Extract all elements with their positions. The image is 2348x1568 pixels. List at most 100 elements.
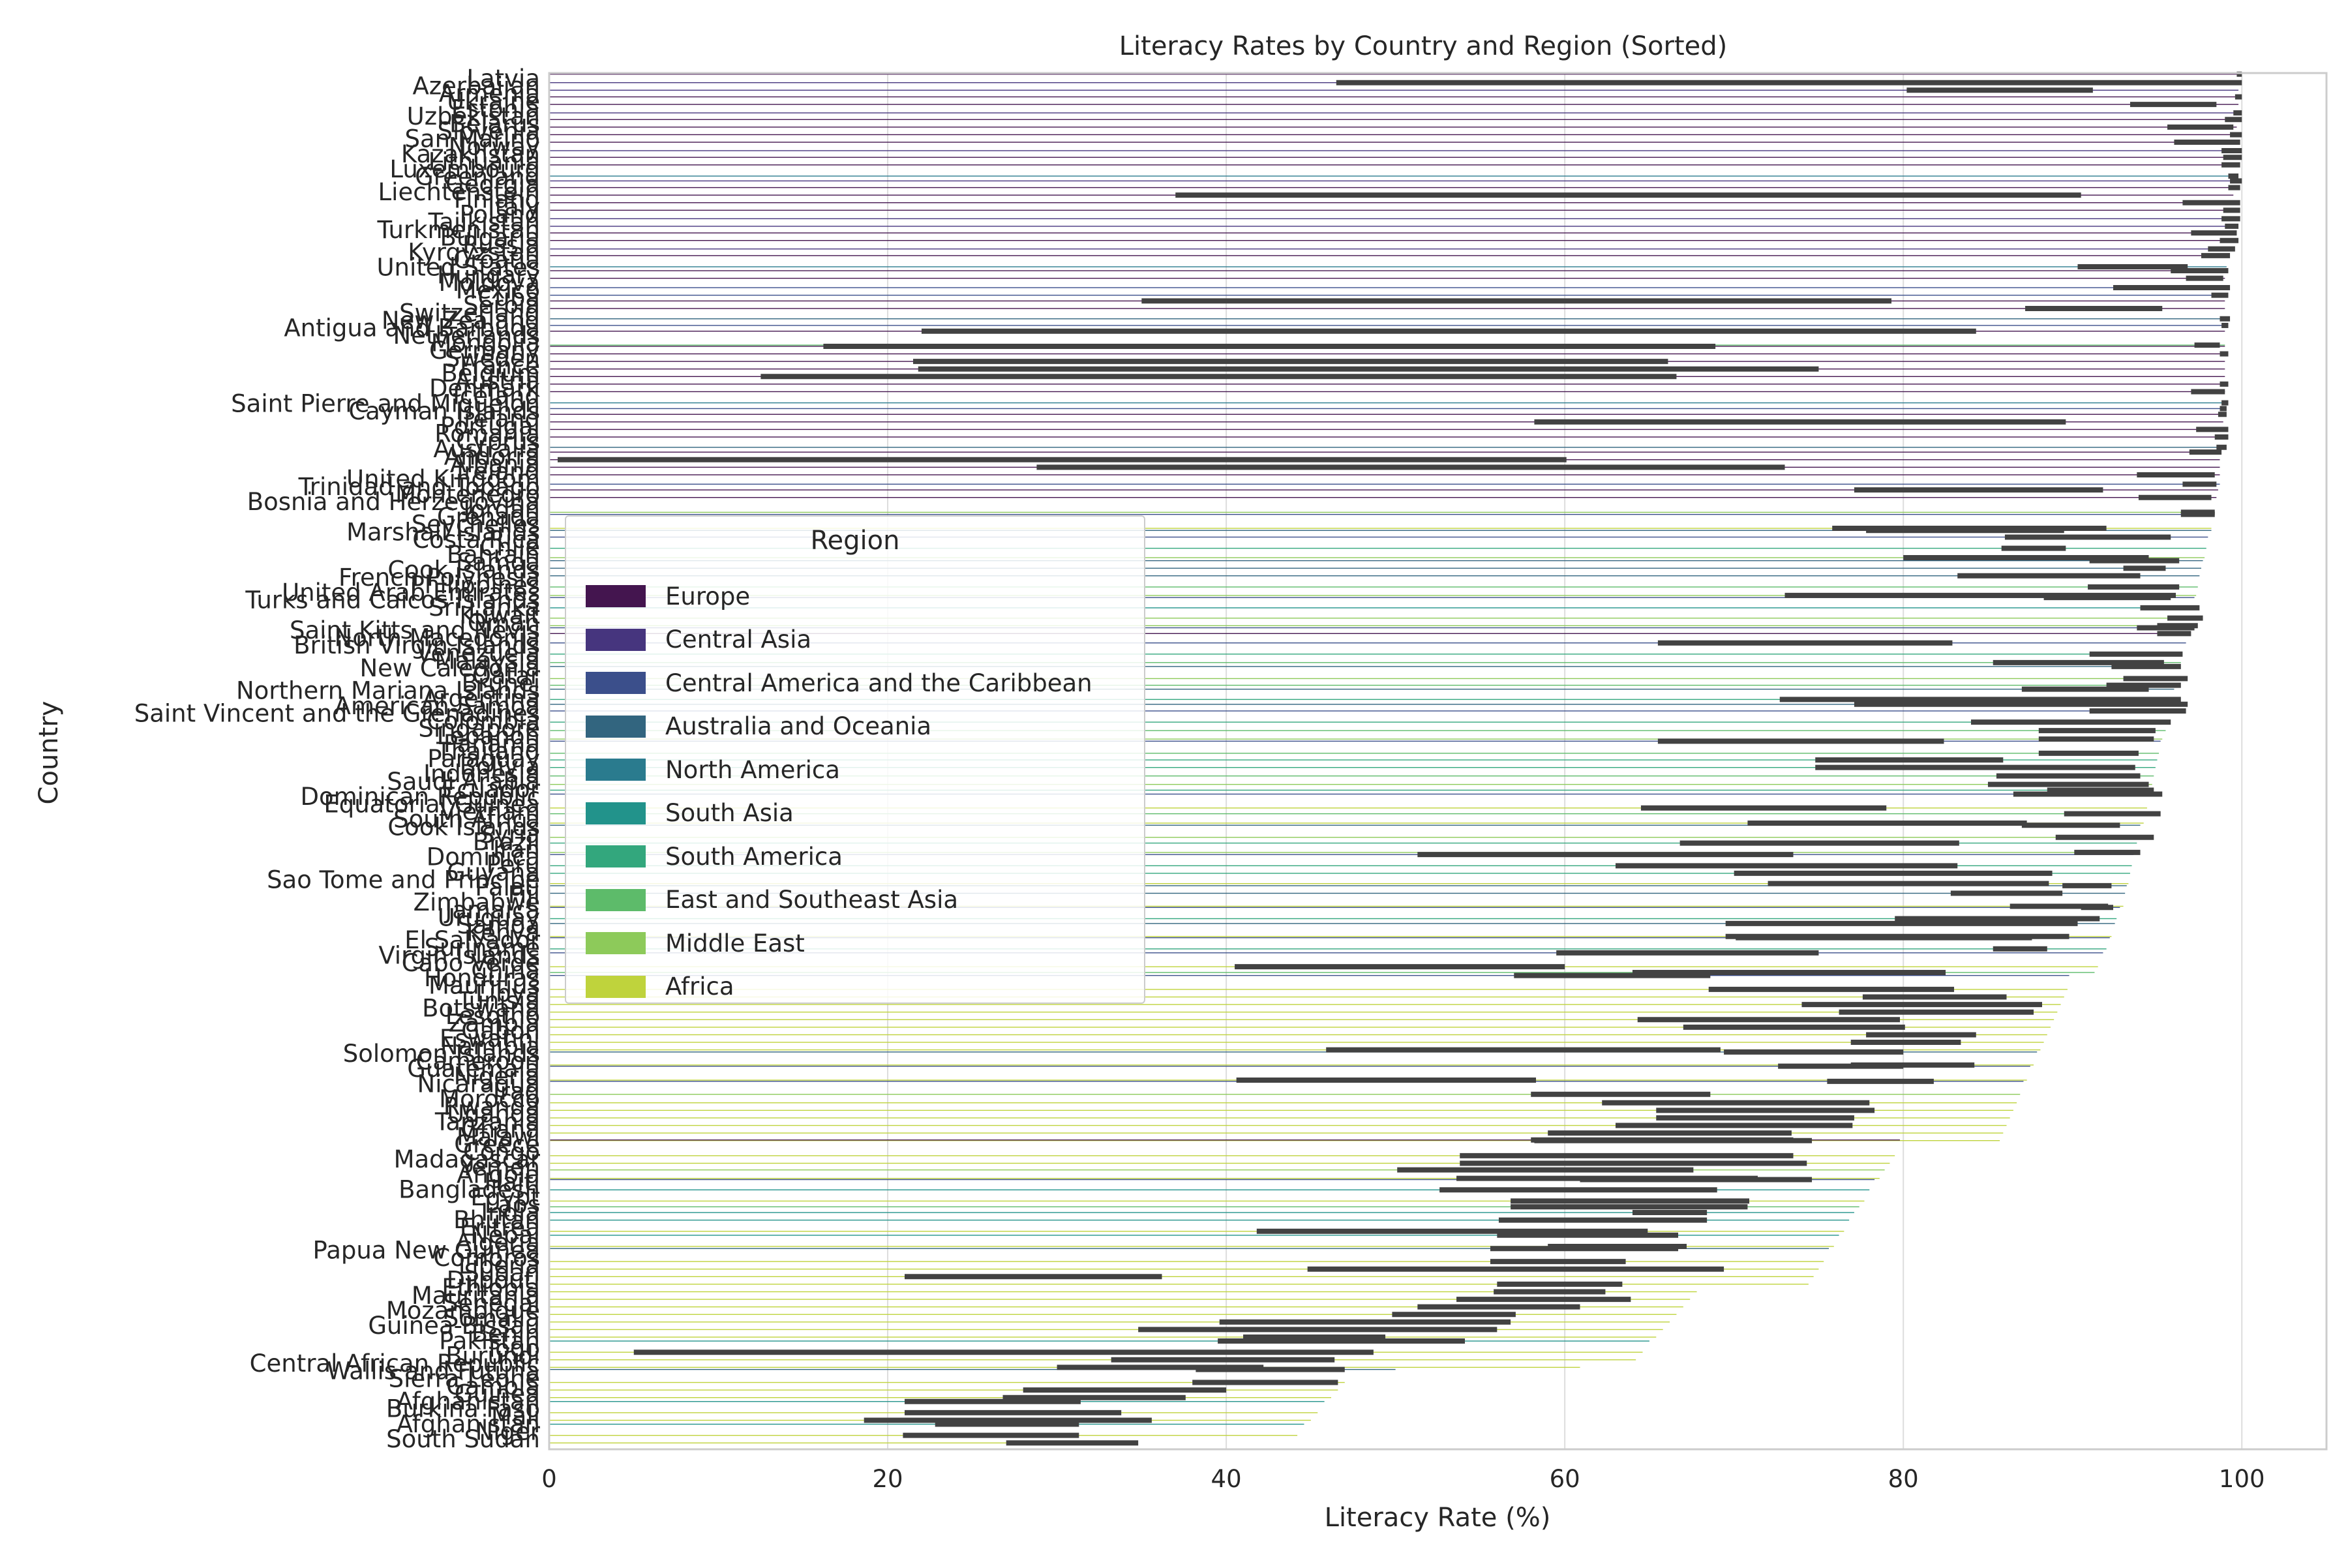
y-tick-label: Panama [444, 730, 540, 758]
bar [549, 595, 2197, 596]
bar [549, 885, 2127, 886]
legend-label: Europe [665, 582, 751, 611]
y-tick-label: Sudan [464, 1259, 540, 1287]
y-tick-label: India [481, 1198, 540, 1226]
y-tick-label: Egypt [470, 1183, 540, 1211]
y-tick-label: Honduras [424, 964, 540, 992]
bar [549, 1314, 1677, 1315]
y-tick-label: Peru [487, 851, 540, 879]
y-tick-label: Montenegro [395, 480, 540, 508]
bar [549, 1336, 1657, 1338]
y-tick-label: Guatemala [407, 1055, 540, 1083]
bar [549, 813, 2146, 815]
bar [549, 150, 2235, 151]
y-tick-label: Algeria [455, 1229, 540, 1257]
bar [549, 633, 2188, 635]
y-tick-label: Australia [433, 435, 540, 463]
y-tick-label: Cameroon [416, 1048, 540, 1076]
y-tick-label: Kenya [466, 919, 540, 947]
bar [549, 1276, 1814, 1277]
y-tick-label: Qatar [472, 662, 541, 690]
y-tick-label: Oman [468, 609, 540, 637]
y-tick-label: Benin [472, 1319, 540, 1348]
legend-swatch [586, 975, 646, 998]
y-tick-label: Suriname [425, 934, 540, 962]
y-tick-label: Tajikistan [428, 208, 540, 236]
y-tick-label: Marshall Islands [346, 518, 540, 546]
x-tick-label: 0 [541, 1465, 557, 1493]
y-tick-label: United States [376, 254, 540, 282]
y-tick-label: Indonesia [423, 760, 540, 788]
y-tick-label: Georgia [445, 170, 540, 198]
bar [549, 948, 2107, 950]
bar [549, 408, 2223, 410]
bars [549, 74, 2240, 1443]
bar [549, 1064, 2034, 1066]
y-tick-label: Papua New Guinea [313, 1236, 540, 1264]
y-tick-label: Cuba [478, 284, 540, 312]
bar [549, 974, 2070, 976]
bar [549, 1051, 2038, 1053]
bar [549, 240, 2231, 241]
bar [549, 923, 2115, 924]
y-tick-label: New Caledonia [359, 654, 540, 682]
y-tick-label: Laos [485, 1191, 540, 1219]
y-tick-label: Austria [455, 367, 540, 395]
bar [549, 436, 2222, 438]
y-tick-label: New Zealand [382, 307, 540, 335]
bar [549, 1102, 2017, 1104]
error-bars [557, 71, 2242, 1446]
bar [549, 270, 2225, 271]
y-tick-label: Jordan [462, 496, 540, 524]
bar [549, 175, 2234, 177]
legend-item: Australia and Oceania [586, 707, 931, 746]
y-tick-label: American Samoa [335, 692, 540, 720]
y-tick-label: Togo [484, 1334, 540, 1363]
bar [549, 952, 2103, 954]
legend-item: East and Southeast Asia [586, 881, 958, 920]
bar [549, 513, 2214, 515]
y-tick-label: Seychelles [412, 511, 540, 539]
y-tick-label: Poland [459, 201, 540, 229]
y-tick-label: Eritrea [460, 1214, 540, 1242]
y-tick-label: Eswatini [440, 1025, 540, 1053]
bar [549, 1212, 1854, 1213]
bar [549, 287, 2225, 288]
y-tick-label: Serbia [463, 292, 540, 320]
legend-label: Middle East [665, 929, 805, 957]
bar [549, 907, 2120, 908]
bar [549, 642, 2186, 644]
y-tick-label: Samoa [457, 549, 540, 577]
bar [549, 119, 2237, 120]
y-tick-label: Ghana [461, 1115, 540, 1143]
y-tick-label: Gabon [461, 1017, 540, 1045]
y-tick-label: Brunei [461, 669, 540, 697]
y-tick-label: Comoros [434, 1244, 540, 1272]
y-tick-label: Cyprus [456, 427, 540, 455]
y-tick-label: Turkmenistan [376, 216, 540, 244]
bar [549, 789, 2151, 791]
bar [549, 575, 2200, 577]
y-tick-label: Chile [479, 534, 540, 562]
y-tick-label: Malawi [457, 1123, 540, 1151]
y-tick-label: Cayman Islands [348, 397, 540, 425]
legend-swatch [586, 932, 646, 954]
y-tick-label: Burundi [445, 1342, 540, 1370]
bar [549, 414, 2223, 415]
y-tick-label: South Africa [393, 806, 540, 834]
legend: Region Europe Central Asia Central America… [565, 515, 1145, 1004]
y-tick-label: British Virgin Islands [294, 631, 540, 659]
y-tick-label: Syria [479, 821, 540, 849]
legend-item: North America [586, 750, 840, 789]
bar [549, 1179, 1875, 1181]
bar [549, 1291, 1697, 1293]
bar [549, 1019, 2054, 1020]
bar [549, 1340, 1649, 1342]
bar [549, 474, 2220, 475]
bar [549, 1329, 1663, 1331]
y-tick-label: Djibouti [447, 1267, 540, 1295]
bar [549, 730, 2166, 731]
y-tick-label: Belgium [441, 359, 540, 387]
y-tick-label: Zimbabwe [414, 888, 540, 916]
